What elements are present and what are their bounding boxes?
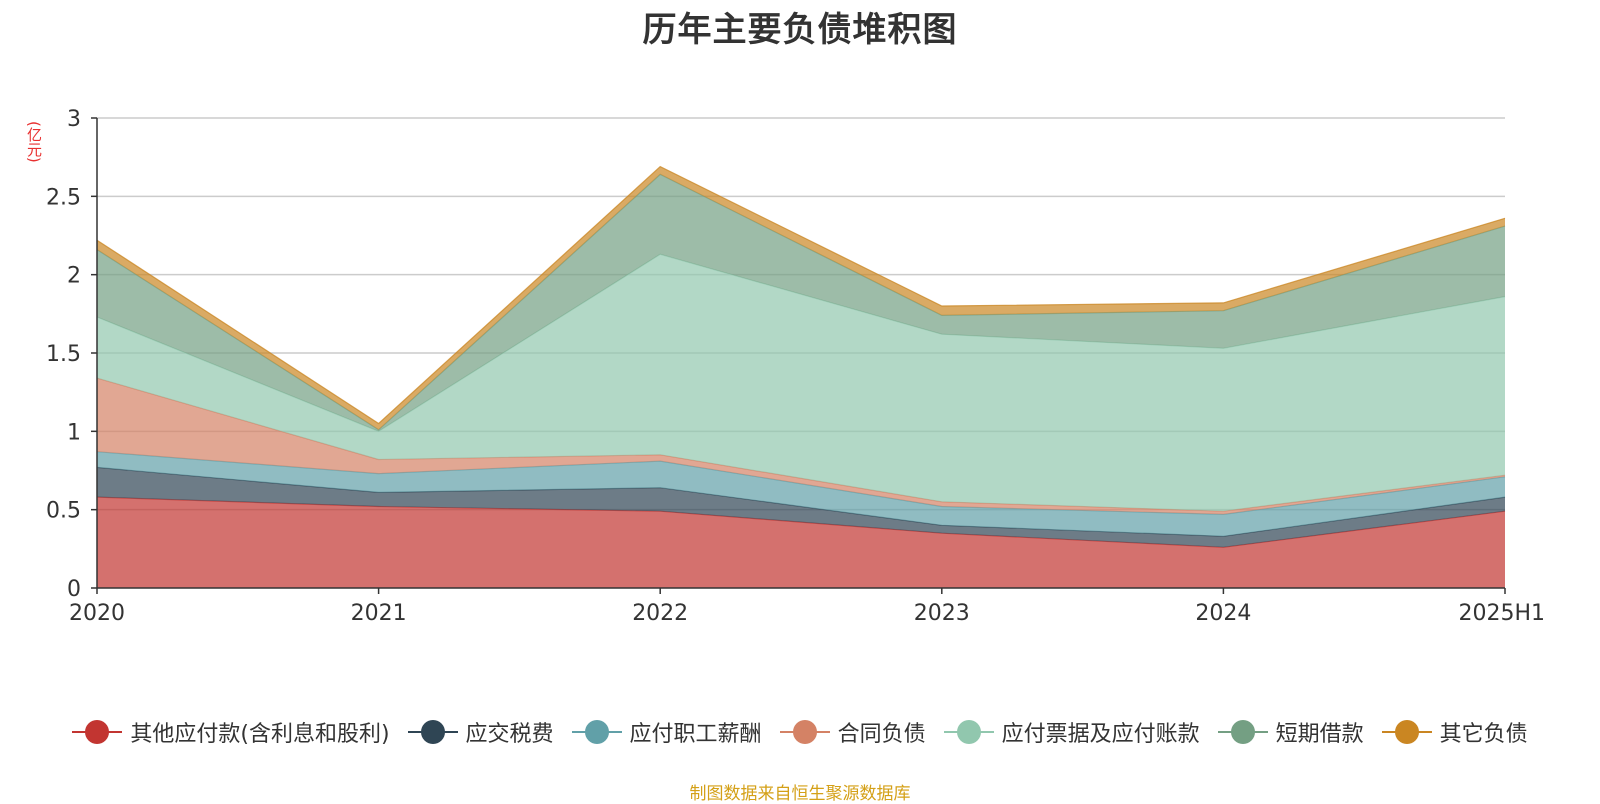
legend-marker-icon: [571, 719, 622, 745]
area-edge-7: [96, 165, 1506, 425]
x-tick-label: 2022: [632, 601, 688, 626]
legend: 其他应付款(含利息和股利) 应交税费 应付职工薪酬 合同负债 应付票据及应付账款 短期借款…: [0, 715, 1600, 749]
area-series: [96, 165, 1506, 588]
y-tick-label: 0.5: [46, 499, 81, 524]
x-tick-label: 2025H1: [1458, 601, 1545, 626]
legend-item[interactable]: 应付职工薪酬: [571, 716, 762, 748]
legend-marker-icon: [943, 719, 994, 745]
area-series-5: [97, 254, 1505, 512]
legend-label: 其它负债: [1439, 722, 1528, 747]
legend-marker-icon: [1217, 719, 1268, 745]
y-tick-label: 1.5: [46, 342, 81, 367]
legend-marker-icon: [72, 719, 123, 745]
area-series-6: [97, 174, 1505, 432]
x-tick-label: 2024: [1195, 601, 1251, 626]
source-note: 制图数据来自恒生聚源数据库: [689, 784, 911, 804]
legend-label: 短期借款: [1275, 722, 1364, 747]
area-series-2: [97, 467, 1505, 548]
chart-title: 历年主要负债堆积图: [642, 10, 958, 50]
legend-item[interactable]: 其它负债: [1381, 716, 1528, 748]
area-series-3: [97, 451, 1505, 537]
legend-item[interactable]: 短期借款: [1217, 716, 1364, 748]
y-tick-label: 0: [67, 577, 81, 602]
legend-marker-icon: [1381, 719, 1432, 745]
legend-label: 应交税费: [465, 722, 554, 747]
legend-item[interactable]: 合同负债: [779, 716, 926, 748]
legend-marker-icon: [407, 719, 458, 745]
legend-label: 合同负债: [837, 722, 926, 747]
stacked-area-chart: 0 0.5 1 1.5 2 2.5 3 2020 2021 2022 2023 2024 2025H1: [46, 107, 1545, 626]
legend-label: 应付票据及应付账款: [1001, 722, 1200, 747]
y-tick-label: 3: [67, 107, 81, 132]
legend-label: 应付职工薪酬: [629, 722, 762, 747]
axes: 0 0.5 1 1.5 2 2.5 3 2020 2021 2022 2023 2024 2025H1: [46, 107, 1545, 626]
y-tick-label: 1: [67, 420, 81, 445]
y-axis-unit: (亿元): [25, 121, 43, 163]
y-tick-label: 2: [67, 264, 81, 289]
area-series-7: [97, 166, 1505, 430]
legend-item[interactable]: 应付票据及应付账款: [943, 716, 1200, 748]
x-tick-label: 2021: [351, 601, 407, 626]
x-tick-label: 2023: [914, 601, 970, 626]
legend-marker-icon: [779, 719, 830, 745]
legend-item[interactable]: 其他应付款(含利息和股利): [72, 716, 390, 748]
x-tick-label: 2020: [69, 601, 125, 626]
legend-item[interactable]: 应交税费: [407, 716, 554, 748]
legend-label: 其他应付款(含利息和股利): [130, 722, 390, 747]
y-tick-label: 2.5: [46, 185, 81, 210]
area-series-1: [97, 497, 1505, 588]
